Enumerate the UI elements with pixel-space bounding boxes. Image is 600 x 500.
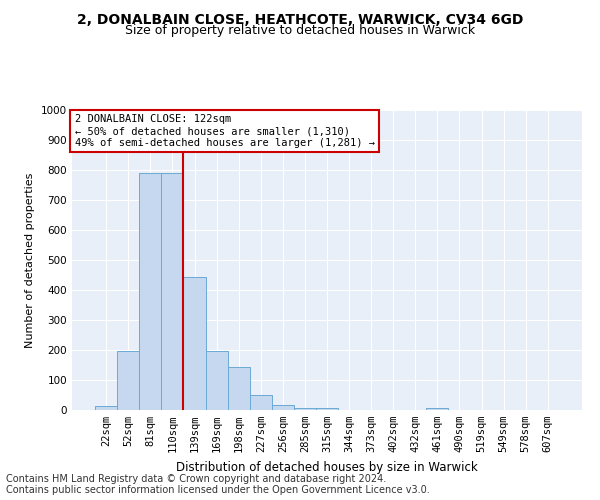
Bar [294,408,316,410]
Bar [139,173,161,410]
X-axis label: Distribution of detached houses by size in Warwick: Distribution of detached houses by size … [176,460,478,473]
Y-axis label: Number of detached properties: Number of detached properties [25,172,35,348]
Bar [316,408,338,410]
Bar [117,351,139,410]
Text: 2 DONALBAIN CLOSE: 122sqm
← 50% of detached houses are smaller (1,310)
49% of se: 2 DONALBAIN CLOSE: 122sqm ← 50% of detac… [74,114,374,148]
Bar [250,396,272,410]
Text: Contains HM Land Registry data © Crown copyright and database right 2024.: Contains HM Land Registry data © Crown c… [6,474,386,484]
Bar [161,173,184,410]
Bar [272,405,294,410]
Bar [227,367,250,410]
Bar [206,351,227,410]
Text: Size of property relative to detached houses in Warwick: Size of property relative to detached ho… [125,24,475,37]
Text: Contains public sector information licensed under the Open Government Licence v3: Contains public sector information licen… [6,485,430,495]
Bar [427,408,448,410]
Bar [184,277,206,410]
Text: 2, DONALBAIN CLOSE, HEATHCOTE, WARWICK, CV34 6GD: 2, DONALBAIN CLOSE, HEATHCOTE, WARWICK, … [77,12,523,26]
Bar [95,406,117,410]
